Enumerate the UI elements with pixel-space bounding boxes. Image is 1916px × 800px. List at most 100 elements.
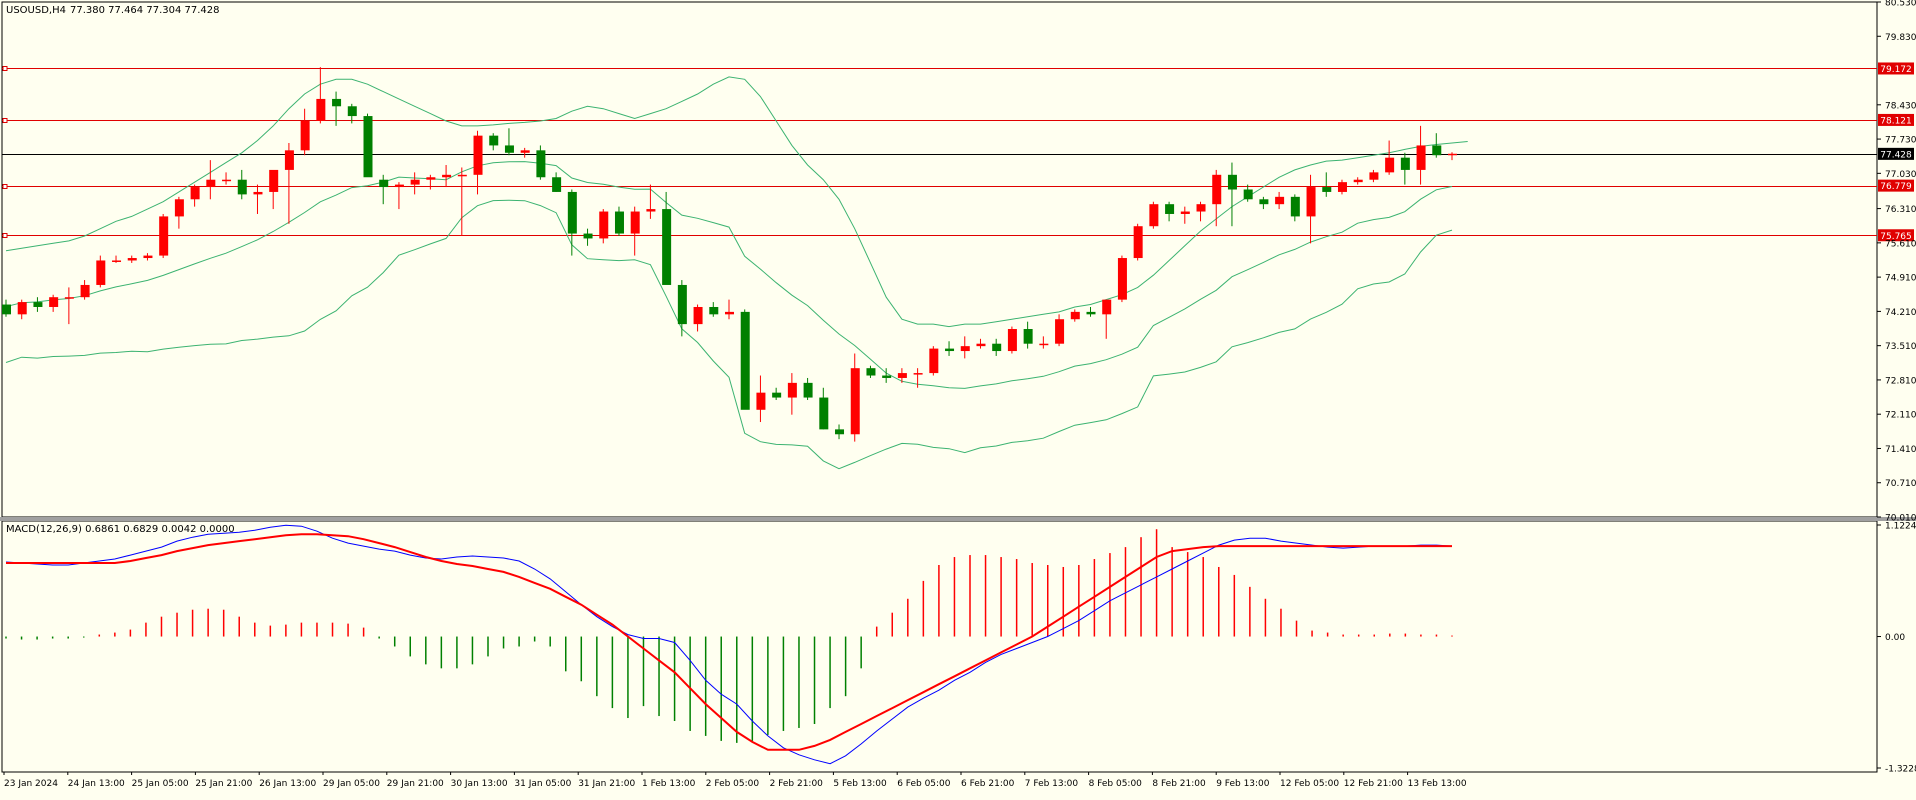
x-tick-label: 31 Jan 21:00 xyxy=(578,779,635,789)
y-tick-label: 70.710 xyxy=(1885,479,1916,489)
candle-body xyxy=(1180,211,1190,214)
y-tick-label: 72.110 xyxy=(1885,411,1916,421)
candle-body xyxy=(1007,329,1017,352)
y-tick-label: 75.610 xyxy=(1885,239,1916,249)
candle-body xyxy=(882,375,892,378)
candle-body xyxy=(1102,299,1112,315)
x-tick-label: 25 Jan 21:00 xyxy=(195,779,252,789)
x-tick-label: 29 Jan 21:00 xyxy=(387,779,444,789)
candle-body xyxy=(1149,204,1159,227)
candle-body xyxy=(740,311,750,410)
candle-body xyxy=(835,429,845,435)
candle-body xyxy=(159,216,169,256)
candle-body xyxy=(583,233,593,239)
candle-body xyxy=(190,187,200,200)
candle-body xyxy=(929,348,939,374)
candle-body xyxy=(17,302,27,315)
price-level-tag: 79.172 xyxy=(1880,65,1912,75)
candle-body xyxy=(1306,187,1316,217)
candle-body xyxy=(1243,189,1253,200)
candle-body xyxy=(803,382,813,398)
candle-body xyxy=(520,150,530,153)
candle-body xyxy=(206,179,216,188)
candle-body xyxy=(473,135,483,175)
candle-body xyxy=(630,211,640,234)
candle-body xyxy=(1353,179,1363,183)
candle-body xyxy=(347,106,357,117)
x-tick-label: 30 Jan 13:00 xyxy=(451,779,508,789)
candle-body xyxy=(1117,258,1127,300)
candle-body xyxy=(363,116,373,178)
bollinger-upper-band xyxy=(5,76,1468,328)
candle-body xyxy=(725,311,734,315)
candle-body xyxy=(64,297,74,299)
candle-body xyxy=(1259,199,1269,205)
candle-body xyxy=(552,177,562,192)
price-level-tag: 78.121 xyxy=(1880,116,1912,126)
candle-body xyxy=(394,184,404,188)
candle-body xyxy=(332,98,342,107)
macd-y-tick-label: 1.1224 xyxy=(1885,522,1916,532)
macd-signal-line xyxy=(6,533,1452,751)
candle-body xyxy=(96,260,106,285)
x-tick-label: 6 Feb 05:00 xyxy=(897,779,951,789)
level-handle[interactable] xyxy=(2,118,8,123)
current-price-tag-bg xyxy=(1878,147,1914,160)
candle-body xyxy=(253,191,263,195)
candle-body xyxy=(1432,145,1442,156)
candle-body xyxy=(1165,204,1175,214)
candle-body xyxy=(1275,196,1285,205)
y-tick-label: 73.510 xyxy=(1885,342,1916,352)
price-level-tag: 75.765 xyxy=(1880,232,1912,242)
macd-label: MACD(12,26,9) 0.6861 0.6829 0.0042 0.000… xyxy=(6,524,235,535)
candle-body xyxy=(1039,343,1049,346)
y-tick-label: 78.430 xyxy=(1885,101,1916,111)
bollinger-lower-band xyxy=(5,199,1453,470)
candle-body xyxy=(457,174,467,177)
candle-body xyxy=(2,304,11,315)
candle-body xyxy=(1400,157,1410,170)
level-handle[interactable] xyxy=(2,66,8,71)
price-level-tag-bg xyxy=(1878,113,1914,126)
x-tick-label: 2 Feb 05:00 xyxy=(706,779,760,789)
y-tick-label: 80.530 xyxy=(1885,0,1916,9)
level-handle[interactable] xyxy=(2,184,8,189)
candle-body xyxy=(112,260,122,262)
candle-body xyxy=(269,169,279,192)
x-tick-label: 8 Feb 21:00 xyxy=(1152,779,1206,789)
x-tick-label: 1 Feb 13:00 xyxy=(642,779,696,789)
x-tick-label: 2 Feb 21:00 xyxy=(770,779,824,789)
candle-body xyxy=(1385,157,1395,173)
macd-y-tick-label: -1.3228 xyxy=(1885,765,1916,775)
y-tick-label: 70.010 xyxy=(1885,514,1916,524)
x-tick-label: 12 Feb 05:00 xyxy=(1280,779,1339,789)
y-tick-label: 76.310 xyxy=(1885,205,1916,215)
candle-body xyxy=(677,284,687,325)
x-tick-label: 6 Feb 21:00 xyxy=(961,779,1015,789)
candle-body xyxy=(504,145,514,153)
x-tick-label: 9 Feb 13:00 xyxy=(1216,779,1270,789)
pane-separator[interactable] xyxy=(0,517,1916,521)
candle-body xyxy=(143,255,153,259)
candle-body xyxy=(1212,174,1222,205)
level-handle[interactable] xyxy=(2,233,8,238)
y-tick-label: 77.030 xyxy=(1885,170,1916,180)
candle-body xyxy=(316,98,326,121)
candle-body xyxy=(1416,145,1426,170)
candle-body xyxy=(127,258,137,261)
macd-line xyxy=(5,524,1453,765)
candle-body xyxy=(866,368,876,376)
candle-body xyxy=(756,392,766,410)
candle-body xyxy=(33,302,43,307)
ohlc-header: 77.380 77.464 77.304 77.428 xyxy=(70,5,220,16)
candle-body xyxy=(49,297,59,307)
candle-body xyxy=(536,150,546,178)
candle-body xyxy=(960,346,970,352)
candle-body xyxy=(1070,311,1080,320)
candle-body xyxy=(976,343,986,347)
candle-body xyxy=(410,179,420,185)
candle-body xyxy=(80,284,90,298)
candle-body xyxy=(646,209,656,212)
